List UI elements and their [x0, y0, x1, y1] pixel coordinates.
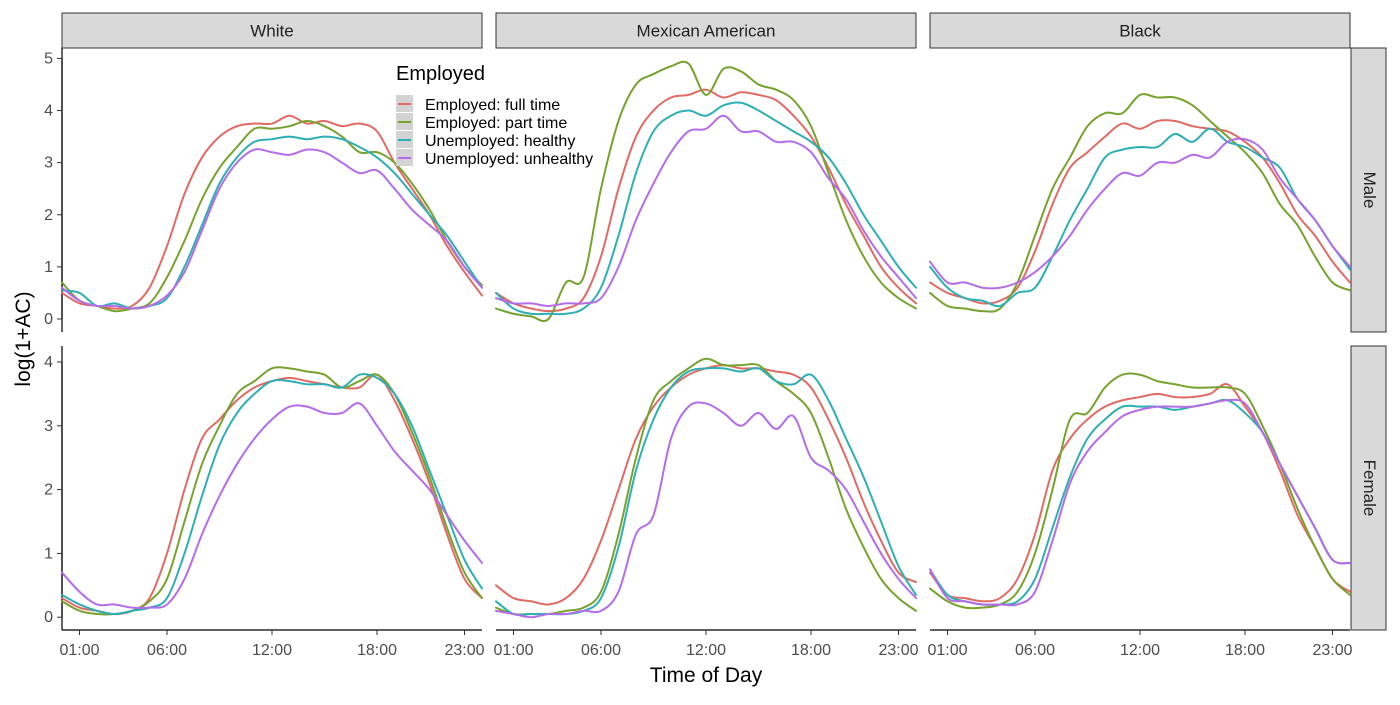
facet-strip-label: Black [1119, 22, 1161, 41]
series-line-unemployed-healthy [929, 127, 1351, 308]
facet-strip-2 [929, 12, 1351, 49]
series-line-employed-full-time [929, 119, 1351, 305]
y-tick-label: 0 [44, 311, 53, 328]
facet-strip-label: White [250, 22, 293, 41]
y-tick-label: 4 [44, 103, 53, 120]
facet-strip-1 [495, 12, 917, 49]
series-line-unemployed-healthy [495, 366, 917, 616]
series-line-unemployed-healthy [495, 101, 917, 316]
series-line-employed-full-time [929, 383, 1351, 603]
series-line-unemployed-unhealthy [61, 402, 483, 610]
x-tick-label: 12:00 [252, 642, 292, 659]
legend-title: Employed [396, 63, 485, 85]
series-line-employed-part-time [495, 357, 917, 616]
x-tick-label: 18:00 [1225, 642, 1265, 659]
facet-strip-label: Mexican American [637, 22, 776, 41]
y-tick-label: 1 [44, 259, 53, 276]
series-line-employed-full-time [495, 364, 917, 606]
x-tick-label: 06:00 [1015, 642, 1055, 659]
x-tick-label: 12:00 [686, 642, 726, 659]
x-tick-label: 06:00 [147, 642, 187, 659]
series-line-unemployed-unhealthy [61, 148, 483, 310]
x-tick-label: 01:00 [493, 642, 533, 659]
y-tick-label: 0 [44, 609, 53, 626]
series-line-employed-part-time [61, 366, 483, 616]
series-line-employed-full-time [495, 88, 917, 313]
facet-strip-0 [61, 12, 483, 49]
series-line-employed-part-time [495, 60, 917, 323]
legend-entry-label: Unemployed: healthy [425, 133, 575, 150]
row-strip-label: Male [1360, 172, 1379, 209]
x-tick-label: 18:00 [357, 642, 397, 659]
y-tick-label: 3 [44, 418, 53, 435]
x-tick-label: 23:00 [878, 642, 918, 659]
y-tick-label: 1 [44, 545, 53, 562]
series-line-employed-part-time [929, 93, 1351, 313]
x-tick-label: 01:00 [927, 642, 967, 659]
series-line-unemployed-healthy [61, 373, 483, 616]
y-axis-title: log(1+AC) [12, 291, 35, 386]
series-line-employed-full-time [61, 114, 483, 310]
x-tick-label: 23:00 [444, 642, 484, 659]
series-line-unemployed-healthy [61, 135, 483, 310]
row-strip-0 [1350, 47, 1387, 333]
x-tick-label: 23:00 [1312, 642, 1352, 659]
series-line-unemployed-unhealthy [929, 137, 1351, 290]
x-tick-label: 06:00 [581, 642, 621, 659]
y-tick-label: 2 [44, 207, 53, 224]
y-tick-label: 4 [44, 354, 53, 371]
y-tick-label: 5 [44, 50, 53, 67]
legend-entry-label: Employed: full time [425, 97, 560, 114]
series-line-employed-full-time [61, 373, 483, 616]
series-line-unemployed-unhealthy [495, 114, 917, 307]
row-strip-1 [1350, 345, 1387, 631]
legend-entry-label: Unemployed: unhealthy [425, 151, 593, 168]
series-line-unemployed-healthy [929, 398, 1351, 606]
x-tick-label: 18:00 [791, 642, 831, 659]
y-tick-label: 3 [44, 155, 53, 172]
x-tick-label: 01:00 [59, 642, 99, 659]
row-strip-label: Female [1360, 460, 1379, 517]
legend-entry-label: Employed: part time [425, 115, 567, 132]
x-tick-label: 12:00 [1120, 642, 1160, 659]
x-axis-title: Time of Day [650, 664, 763, 687]
y-tick-label: 2 [44, 482, 53, 499]
series-line-unemployed-unhealthy [495, 401, 917, 619]
series-line-unemployed-unhealthy [929, 398, 1351, 607]
